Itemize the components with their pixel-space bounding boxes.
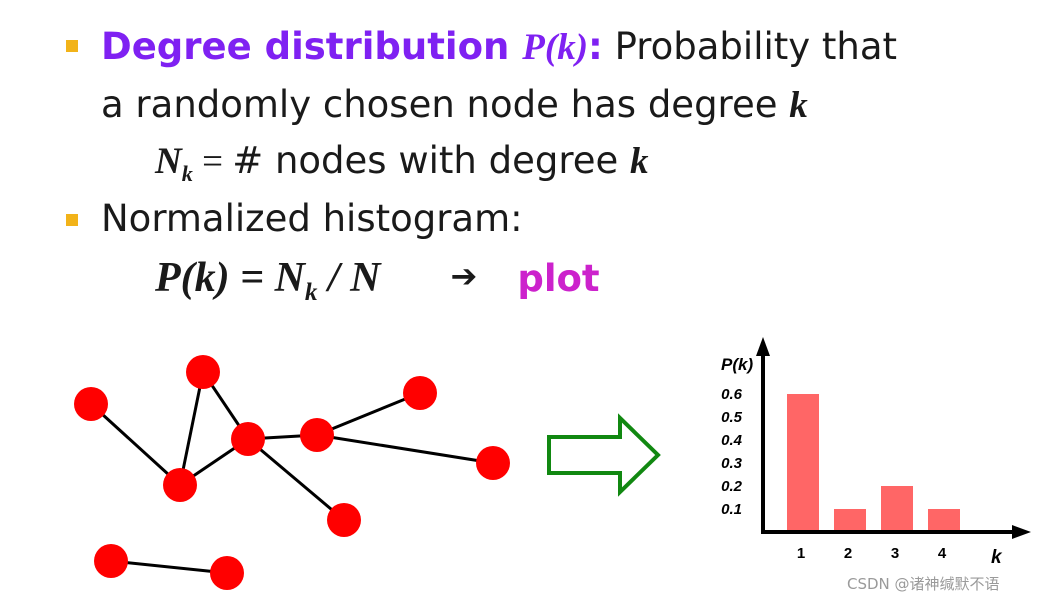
graph-node xyxy=(476,446,510,480)
chart-y-tick-label: 0.3 xyxy=(721,455,743,472)
chart-bar xyxy=(928,509,960,532)
term-symbol-pk: P(k) xyxy=(522,27,589,68)
graph-node xyxy=(186,355,220,389)
graph-edge xyxy=(316,391,421,437)
chart-bar xyxy=(834,509,866,532)
bullet-marker-2 xyxy=(66,214,78,226)
graph-edge xyxy=(110,559,228,575)
line-random-node: a randomly chosen node has degree k xyxy=(101,86,808,124)
line-normalized-histogram: Normalized histogram: xyxy=(101,200,523,237)
transform-arrow-icon xyxy=(547,413,661,497)
graph-edge xyxy=(247,437,345,522)
line1-rest: Probability that xyxy=(602,25,898,68)
formula-n-sub-k: k xyxy=(304,278,318,306)
line4-text: Normalized histogram: xyxy=(101,197,523,240)
formula-n: N xyxy=(274,255,305,301)
line-degree-distribution: Degree distribution P(k): Probability th… xyxy=(101,28,897,66)
graph-node xyxy=(231,422,265,456)
chart-x-tick-label: 4 xyxy=(938,545,947,562)
chart-bar xyxy=(787,394,819,532)
chart-y-tick-label: 0.6 xyxy=(721,386,743,403)
graph-edge xyxy=(178,371,205,486)
formula-lhs: P(k) xyxy=(155,255,230,301)
chart-x-axis-label: k xyxy=(991,547,1003,568)
degree-histogram-chart: 0.6 0.5 0.4 0.3 0.2 0.1 1 2 3 4 P(k) k xyxy=(721,337,1031,568)
graph-edge xyxy=(316,433,494,465)
graph-node xyxy=(74,387,108,421)
line3-symbol-k: k xyxy=(630,141,649,182)
line-nk-definition: Nk = # nodes with degree k xyxy=(155,139,649,184)
watermark: CSDN @诸神缄默不语 xyxy=(847,575,1000,593)
formula-div-n: / N xyxy=(317,255,381,301)
chart-bar xyxy=(881,486,913,532)
chart-y-tick-label: 0.1 xyxy=(721,501,742,518)
graph-node xyxy=(300,418,334,452)
chart-y-tick-label: 0.4 xyxy=(721,432,743,449)
term-colon: : xyxy=(588,25,603,68)
graph-node xyxy=(163,468,197,502)
formula-equals: = xyxy=(229,255,275,301)
chart-y-tick-label: 0.5 xyxy=(721,409,743,426)
plot-label: plot xyxy=(517,257,600,300)
chart-x-tick-label: 2 xyxy=(844,545,852,562)
chart-x-tick-labels: 1 2 3 4 xyxy=(797,545,947,562)
bullet-marker-1 xyxy=(66,40,78,52)
chart-x-tick-label: 1 xyxy=(797,545,805,562)
graph-node xyxy=(327,503,361,537)
chart-y-axis-arrowhead xyxy=(756,337,770,356)
chart-x-axis-arrowhead xyxy=(1012,525,1031,539)
line3-text: # nodes with degree xyxy=(232,139,631,182)
symbol-n: N xyxy=(155,141,182,182)
chart-x-tick-label: 3 xyxy=(891,545,899,562)
graph-node xyxy=(94,544,128,578)
chart-y-tick-labels: 0.6 0.5 0.4 0.3 0.2 0.1 xyxy=(721,386,743,518)
chart-bars xyxy=(787,394,960,532)
equals-sign: = xyxy=(192,141,233,182)
graph-node xyxy=(403,376,437,410)
term-degree-distribution: Degree distribution xyxy=(101,25,523,68)
formula-arrow-icon: ➔ xyxy=(450,257,478,295)
chart-y-tick-label: 0.2 xyxy=(721,478,743,495)
symbol-n-sub-k: k xyxy=(181,160,193,186)
chart-y-axis-label: P(k) xyxy=(721,355,753,374)
line2-text: a randomly chosen node has degree xyxy=(101,83,790,126)
line2-symbol-k: k xyxy=(789,85,808,126)
line-formula: P(k) = Nk / N ➔ plot xyxy=(155,255,600,305)
graph-nodes xyxy=(74,355,510,590)
graph-node xyxy=(210,556,244,590)
graph-edge xyxy=(89,402,182,487)
